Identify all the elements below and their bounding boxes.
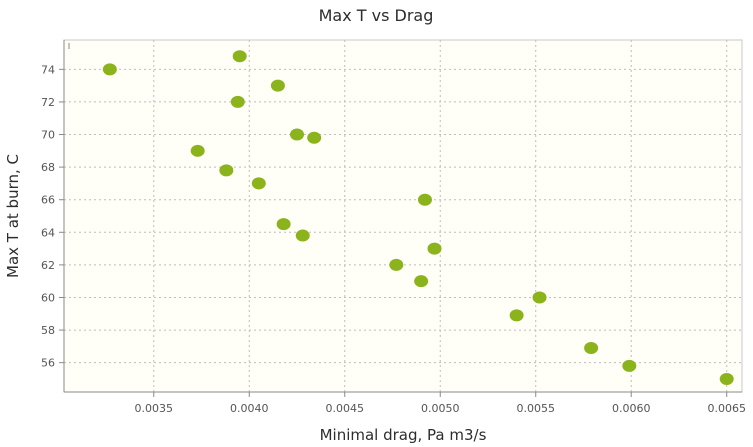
data-point bbox=[389, 258, 404, 271]
data-point bbox=[219, 164, 234, 177]
x-tick-label: 0.0040 bbox=[230, 402, 269, 415]
y-tick-label: 74 bbox=[41, 63, 55, 76]
y-tick-label: 66 bbox=[41, 194, 55, 207]
plot-background bbox=[63, 39, 743, 393]
data-point bbox=[270, 79, 285, 92]
y-tick-label: 60 bbox=[41, 291, 55, 304]
data-point bbox=[427, 242, 442, 255]
data-point bbox=[532, 291, 547, 304]
data-point bbox=[232, 50, 247, 63]
y-tick-label: 68 bbox=[41, 161, 55, 174]
y-tick-label: 56 bbox=[41, 357, 55, 370]
y-tick-label: 62 bbox=[41, 259, 55, 272]
data-point bbox=[584, 342, 599, 354]
x-tick-label: 0.0035 bbox=[135, 402, 174, 415]
y-tick-label: 64 bbox=[41, 226, 55, 239]
x-tick-label: 0.0055 bbox=[516, 402, 555, 415]
x-tick-label: 0.0060 bbox=[612, 402, 651, 415]
data-point bbox=[307, 131, 322, 144]
data-point bbox=[251, 177, 266, 190]
y-tick-label: 58 bbox=[41, 324, 55, 337]
y-axis-label: Max T at burn, C bbox=[4, 154, 22, 278]
data-point bbox=[290, 128, 305, 141]
plot-area: 56 58 60 62 64 66 68 70 72 74 0.0035 0.0040 0.0045 0.… bbox=[41, 39, 746, 415]
chart-title: Max T vs Drag bbox=[319, 6, 434, 25]
data-point bbox=[719, 372, 734, 385]
data-point bbox=[102, 63, 117, 76]
x-tick-label: 0.0065 bbox=[707, 402, 746, 415]
y-tick-label: 70 bbox=[41, 129, 55, 142]
data-point bbox=[622, 359, 637, 372]
x-tick-label: 0.0050 bbox=[421, 402, 460, 415]
data-point bbox=[417, 193, 432, 206]
data-point bbox=[276, 218, 291, 231]
x-axis-label: Minimal drag, Pa m3/s bbox=[320, 426, 487, 444]
data-point bbox=[230, 95, 245, 108]
data-point bbox=[509, 309, 524, 322]
x-tick-label: 0.0045 bbox=[325, 402, 364, 415]
data-point bbox=[190, 144, 205, 157]
data-point bbox=[414, 275, 429, 288]
y-tick-label: 72 bbox=[41, 96, 55, 109]
data-point bbox=[295, 229, 310, 242]
